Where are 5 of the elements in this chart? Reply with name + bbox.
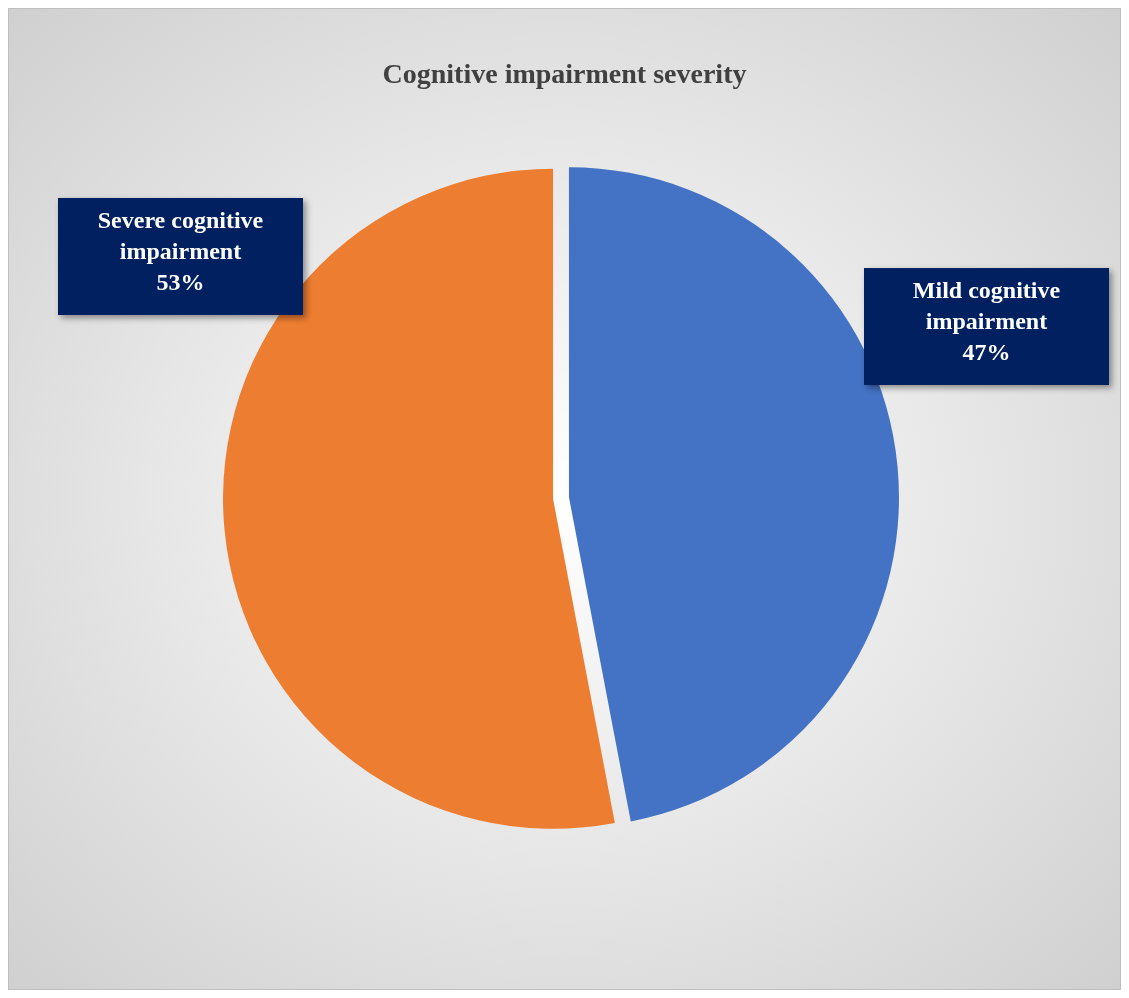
slice-label: Severe cognitive impairment bbox=[97, 207, 264, 264]
data-label: 47% bbox=[962, 339, 1011, 365]
chart-title: Cognitive impairment severity bbox=[382, 58, 747, 89]
data-label: 53% bbox=[156, 269, 205, 295]
slice-label: Mild cognitive impairment bbox=[912, 277, 1061, 334]
